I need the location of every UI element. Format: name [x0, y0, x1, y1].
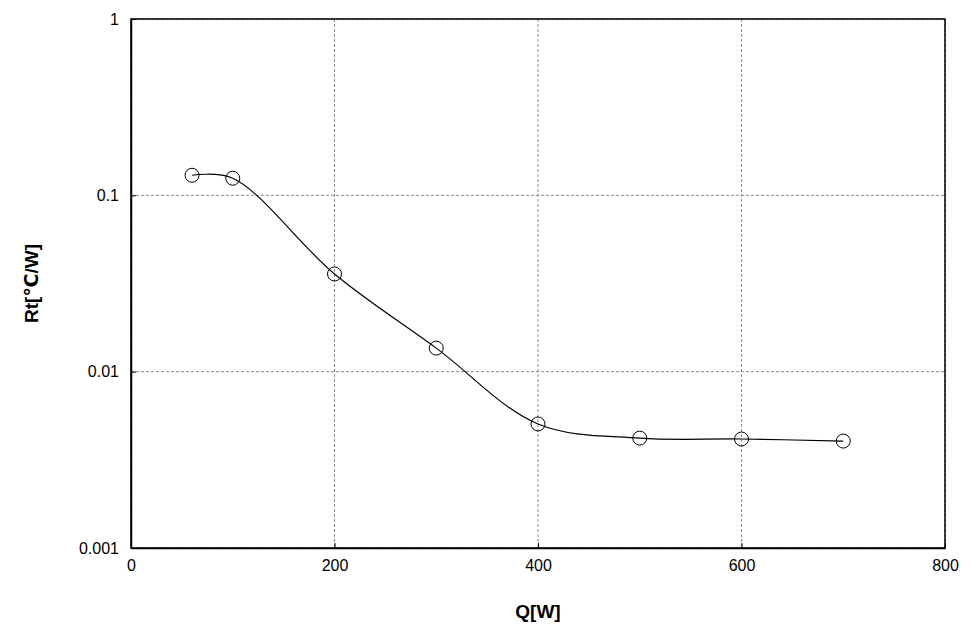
marker [531, 417, 545, 431]
grid-line-y [131, 195, 945, 196]
plot-frame [131, 19, 945, 548]
tick-label: 600 [729, 557, 756, 574]
marker [836, 434, 850, 448]
plot-area: 0 200 400 600 800 0.001 0.01 0.1 1 [79, 11, 959, 575]
marker [429, 341, 443, 355]
grid-line-x [334, 19, 335, 548]
tick-label: 800 [932, 557, 959, 574]
tick-label: 200 [322, 557, 349, 574]
grid-line-y [131, 371, 945, 372]
marker [328, 267, 342, 281]
tick-label: 0.1 [97, 187, 119, 204]
tick-label: 0.01 [88, 363, 119, 380]
marker [735, 432, 749, 446]
y-axis-title: Rt[℃/W] [21, 244, 42, 323]
tick: 0.1 [97, 187, 136, 204]
tick-label: 0 [127, 557, 136, 574]
marker [185, 168, 199, 182]
chart: 0 200 400 600 800 0.001 0.01 0.1 1 Q[W] Rt[℃/W] [0, 0, 977, 638]
marker [633, 431, 647, 445]
grid [131, 19, 945, 548]
series [185, 168, 850, 448]
y-axis: 0.001 0.01 0.1 1 [79, 11, 136, 557]
tick-label: 400 [525, 557, 552, 574]
marker [226, 171, 240, 185]
tick-label: 0.001 [79, 540, 119, 557]
line [192, 174, 843, 441]
grid-line-x [538, 19, 539, 548]
tick: 0.01 [88, 363, 136, 380]
tick-label: 1 [110, 11, 119, 28]
tick: 0.001 [79, 540, 136, 557]
x-axis-title: Q[W] [515, 601, 560, 622]
grid-line-x [741, 19, 742, 548]
